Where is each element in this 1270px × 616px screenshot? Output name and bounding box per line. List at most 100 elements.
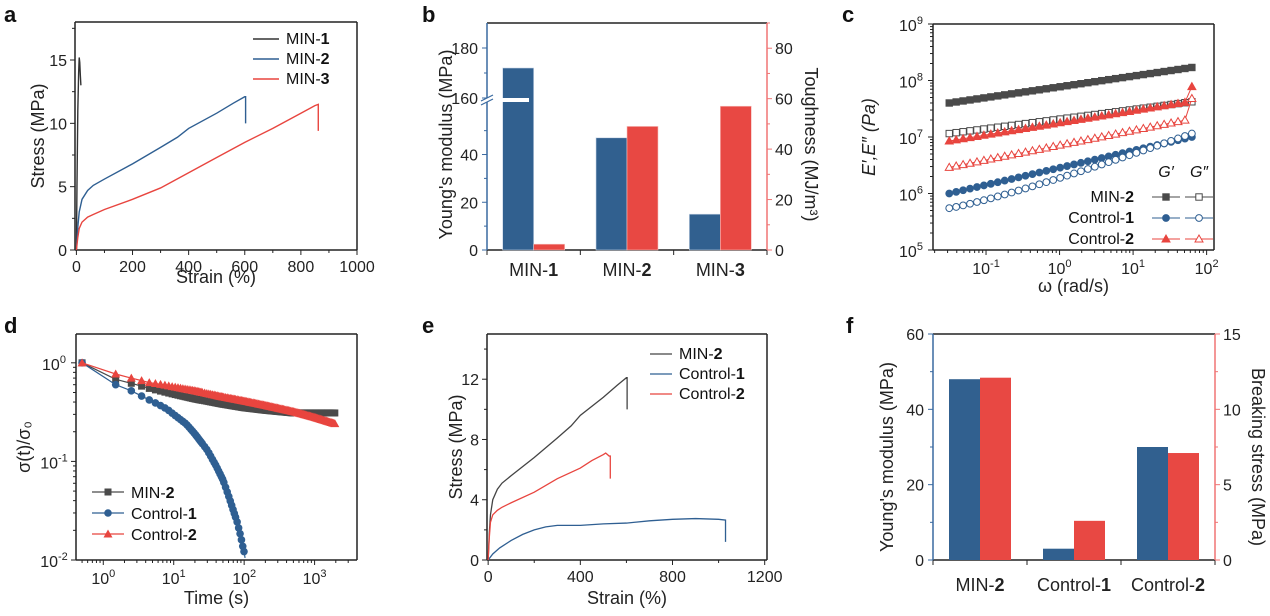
legend-label: MIN-2 [679, 346, 723, 363]
marker-circle [973, 183, 981, 191]
marker-triangle [1006, 125, 1017, 135]
bar-breaking-stress [1074, 520, 1105, 560]
y-tick-label-base: 10 [42, 357, 60, 374]
x-tick-label-exp: 2 [1212, 258, 1218, 270]
marker-triangle [1089, 133, 1100, 142]
x-tick-label: 100 [1048, 258, 1072, 278]
marker-square [1001, 91, 1009, 99]
marker-square [1077, 80, 1085, 88]
legend-label: Control-1 [131, 506, 197, 523]
y-tick-label-right: 15 [1223, 327, 1241, 344]
legend-label-prefix: Control- [131, 527, 188, 544]
legend-label: MIN-3 [286, 71, 330, 88]
marker-triangle [1187, 81, 1197, 91]
marker-triangle [944, 135, 955, 145]
marker-square [145, 384, 153, 392]
series-line-Control-1 [487, 517, 727, 561]
panel-label-d: d [4, 313, 17, 338]
legend-label: MIN-1 [286, 31, 330, 48]
series-Control-1 [78, 359, 248, 559]
marker-circle [1118, 153, 1127, 162]
marker-square [952, 98, 960, 106]
y-tick-label-left: 40 [460, 148, 478, 165]
panel-label-f: f [846, 313, 854, 338]
x-tick-label-base: 10 [1195, 261, 1213, 278]
bar-modulus [595, 137, 628, 251]
legend-label: Control-2 [679, 386, 745, 403]
legend-label-prefix: MIN- [286, 31, 321, 48]
marker-triangle [1027, 145, 1038, 155]
y-tick-label-base: 10 [40, 554, 58, 571]
x-tick-label: 1000 [339, 259, 375, 276]
x-category-label-bold: 3 [735, 260, 745, 280]
x-tick-label-exp: 1 [180, 568, 186, 580]
marker-triangle [1041, 142, 1052, 152]
x-axis-title: Time (s) [184, 588, 249, 608]
marker-circle [1167, 136, 1175, 145]
x-category-label-bold: 2 [641, 260, 651, 280]
marker-triangle [992, 128, 1003, 137]
x-tick-label: 101 [162, 568, 186, 588]
marker-triangle [965, 132, 975, 142]
legend-label-bold: 2 [736, 386, 745, 403]
marker-circle [1097, 154, 1106, 162]
y-axis-title: Stress (MPa) [28, 83, 48, 188]
marker-circle [1049, 176, 1058, 184]
marker-square [1042, 85, 1050, 93]
marker-triangle [1083, 113, 1093, 122]
marker-square [1049, 84, 1057, 92]
marker-square [1021, 88, 1030, 96]
y-axis-title-left: Young's modulus (MPa) [877, 362, 897, 552]
bar-toughness [720, 105, 752, 251]
series-line-MIN-2 [75, 96, 247, 251]
marker-circle [1028, 170, 1037, 179]
x-tick-label-exp: -1 [990, 258, 1000, 270]
x-tick-label: 102 [232, 568, 256, 588]
marker-circle [233, 518, 241, 526]
marker-circle [1035, 180, 1044, 189]
y-tick-label-base: 10 [899, 18, 917, 35]
marker-triangle [1138, 123, 1149, 133]
panel-label-e: e [422, 313, 434, 338]
marker-triangle [958, 133, 968, 143]
marker-triangle [144, 378, 154, 387]
legend-label-bold: 1 [188, 506, 197, 523]
marker-circle [1077, 158, 1085, 167]
x-tick-label: 102 [1195, 258, 1219, 278]
marker-square [1028, 87, 1037, 95]
marker-square [104, 488, 112, 496]
series-Control-1-G'' [945, 129, 1196, 213]
marker-square [973, 95, 981, 103]
y-axis-title: E′,E″ (Pa) [859, 98, 879, 176]
marker-triangle [1055, 140, 1066, 149]
marker-square [1174, 65, 1182, 74]
y-tick-label-exp: -2 [58, 551, 68, 563]
x-tick-label: 800 [659, 569, 686, 586]
x-tick-label: 100 [91, 568, 115, 588]
marker-triangle [1069, 137, 1079, 146]
marker-circle [1083, 165, 1092, 173]
legend-label-bold: 2 [188, 527, 197, 544]
marker-triangle [1124, 106, 1135, 115]
marker-circle [145, 396, 154, 404]
marker-circle [1090, 162, 1099, 171]
x-tick-label: 800 [288, 259, 315, 276]
y-tick-label-base: 10 [899, 244, 917, 261]
marker-square [151, 386, 159, 394]
legend-label-bold: 2 [1125, 231, 1134, 248]
y-tick-label-base: 10 [899, 75, 917, 92]
panel-label-b: b [422, 2, 435, 27]
y-tick-label: 8 [470, 432, 479, 449]
marker-circle [945, 189, 954, 198]
y-axis-title-left: Young's modulus (MPa) [436, 50, 456, 240]
y-tick-label: 10-2 [40, 551, 68, 571]
legend-label: MIN-2 [131, 485, 175, 502]
series-line-MIN-1 [75, 57, 82, 251]
marker-triangle [111, 369, 121, 378]
marker-circle [952, 187, 961, 196]
x-tick-label-base: 10 [1048, 261, 1066, 278]
x-category-label-prefix: MIN- [696, 260, 735, 280]
y-tick-label-exp: 0 [60, 354, 66, 366]
